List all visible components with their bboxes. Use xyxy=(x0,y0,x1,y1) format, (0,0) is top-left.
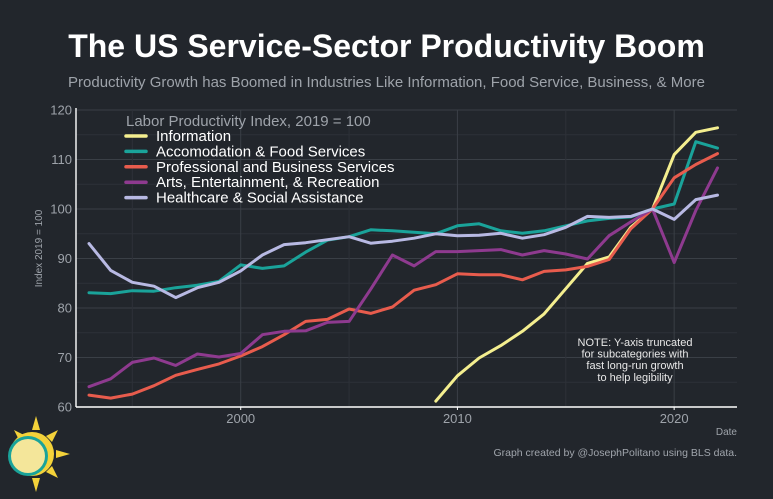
y-tick-label: 120 xyxy=(50,103,72,118)
y-tick-label: 110 xyxy=(51,152,72,167)
legend-label: Healthcare & Social Assistance xyxy=(156,190,364,207)
y-tick-label: 100 xyxy=(50,202,72,217)
series-line-4 xyxy=(87,166,719,389)
series-line-1 xyxy=(434,126,719,403)
legend-label: Information xyxy=(156,128,231,145)
legend-title: Labor Productivity Index, 2019 = 100 xyxy=(126,113,371,130)
chart-legend: Labor Productivity Index, 2019 = 100Info… xyxy=(124,113,394,207)
chart-series xyxy=(87,126,719,403)
note-line: fast long-run growth xyxy=(586,360,683,372)
y-tick-label: 90 xyxy=(58,251,72,266)
x-axis-title: Date xyxy=(716,427,738,438)
series-line-5 xyxy=(87,193,719,300)
y-tick-label: 70 xyxy=(58,350,72,365)
legend-label: Arts, Entertainment, & Recreation xyxy=(156,174,379,191)
y-tick-label: 80 xyxy=(58,301,72,316)
page-title: The US Service-Sector Productivity Boom xyxy=(68,28,705,64)
source-credit: Graph created by @JosephPolitano using B… xyxy=(493,447,737,459)
legend-label: Accomodation & Food Services xyxy=(156,143,365,160)
chart-axes: 60 70 80 90 100 110 120 2000 2010 2020 Date Index 2… xyxy=(34,103,737,439)
note-line: to help legibility xyxy=(597,372,673,384)
sun-logo-icon xyxy=(0,416,72,494)
y-axis-title: Index 2019 = 100 xyxy=(34,209,45,287)
series-line-3 xyxy=(87,152,719,400)
y-tick-label: 60 xyxy=(58,400,72,415)
x-tick-label: 2000 xyxy=(226,411,255,426)
legend-label: Professional and Business Services xyxy=(156,159,394,176)
x-tick-label: 2010 xyxy=(443,411,472,426)
note-line: NOTE: Y-axis truncated xyxy=(578,337,693,349)
x-tick-label: 2020 xyxy=(660,411,689,426)
page-subtitle: Productivity Growth has Boomed in Indust… xyxy=(68,74,705,91)
note-line: for subcategories with xyxy=(582,349,689,361)
